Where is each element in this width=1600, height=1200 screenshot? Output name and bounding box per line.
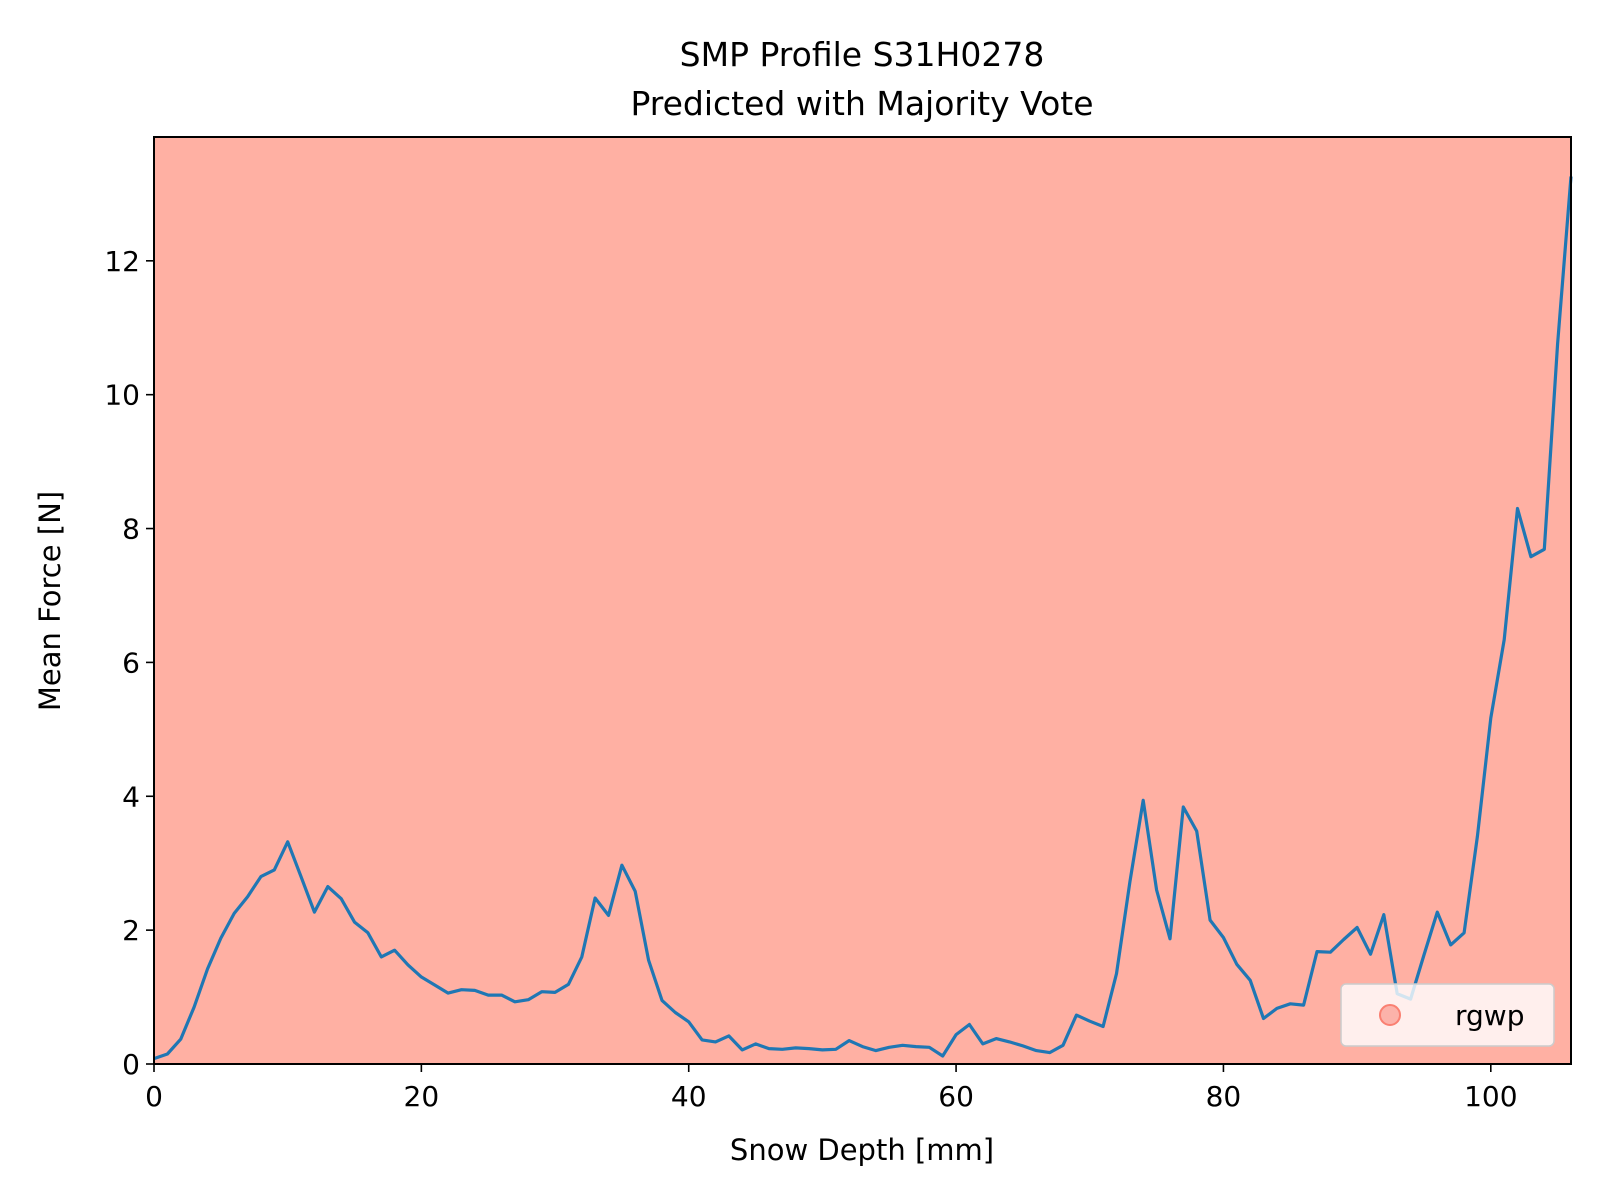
plot-area-frame — [153, 136, 1572, 1065]
x-tick-label: 0 — [145, 1080, 163, 1113]
y-tick-label: 2 — [122, 914, 140, 947]
x-tick-label: 100 — [1464, 1080, 1517, 1113]
y-tick-label: 6 — [122, 646, 140, 679]
x-tick-label: 40 — [671, 1080, 707, 1113]
y-tick-label: 0 — [122, 1048, 140, 1081]
y-axis: 0 2 4 6 8 10 12 — [104, 245, 154, 1081]
y-tick-label: 12 — [104, 245, 140, 278]
y-tick-label: 4 — [122, 780, 140, 813]
x-axis-label: Snow Depth [mm] — [730, 1133, 994, 1167]
x-tick-label: 60 — [938, 1080, 974, 1113]
chart-subtitle: Predicted with Majority Vote — [630, 84, 1093, 123]
chart-title: SMP Profile S31H0278 — [680, 35, 1045, 74]
legend-marker-rgwp — [1379, 1004, 1401, 1026]
legend-label-rgwp: rgwp — [1455, 999, 1524, 1032]
x-axis: 0 20 40 60 80 100 — [145, 1064, 1518, 1113]
legend-box — [1340, 983, 1555, 1047]
legend: rgwp — [1340, 983, 1555, 1047]
series-line — [153, 176, 1573, 1061]
x-tick-label: 20 — [404, 1080, 440, 1113]
y-tick-label: 10 — [104, 379, 140, 412]
y-axis-label: Mean Force [N] — [33, 491, 67, 711]
x-tick-label: 80 — [1206, 1080, 1242, 1113]
y-tick-label: 8 — [122, 513, 140, 546]
background-region-rgwp — [154, 137, 1571, 1064]
